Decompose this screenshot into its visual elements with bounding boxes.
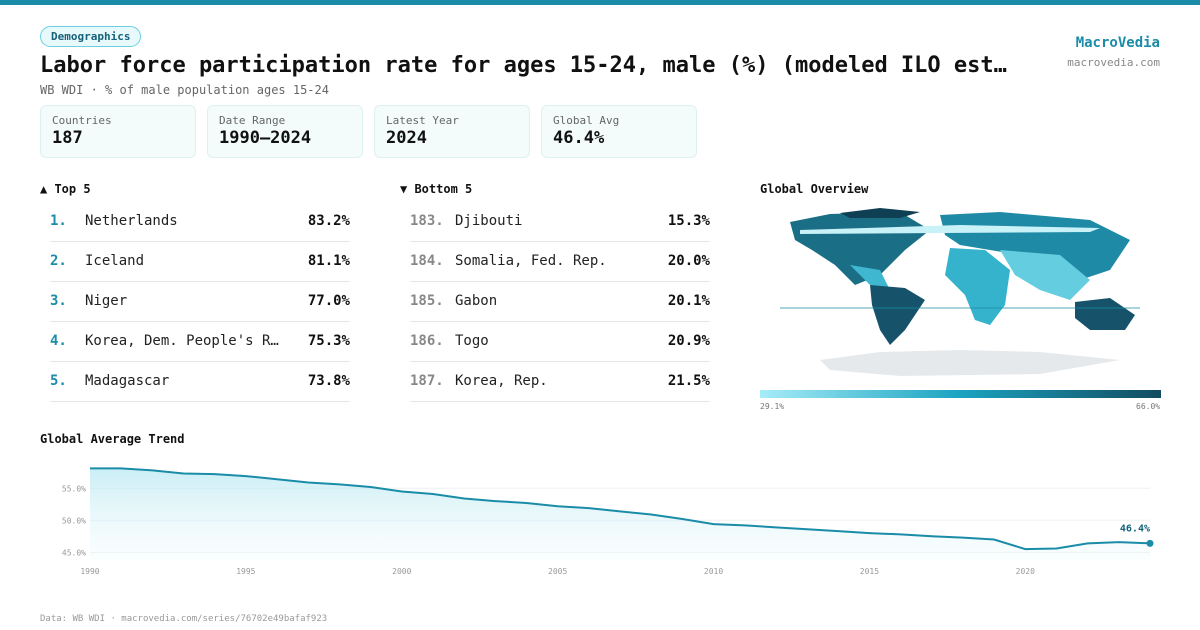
rank-row: 186. Togo 20.9% <box>410 321 710 362</box>
rank-row: 185. Gabon 20.1% <box>410 281 710 322</box>
rank: 2. <box>50 253 67 269</box>
scale-min: 29.1% <box>760 402 785 411</box>
x-tick-label: 2000 <box>392 567 411 576</box>
stat-value: 2024 <box>386 128 427 148</box>
row-value: 20.9% <box>667 333 710 349</box>
y-tick-label: 45.0% <box>62 548 86 557</box>
rank: 1. <box>50 213 67 229</box>
rank-row: 2. Iceland 81.1% <box>50 241 350 282</box>
color-scale <box>760 390 1161 398</box>
x-tick-label: 2010 <box>704 567 723 576</box>
row-value: 73.8% <box>307 373 350 389</box>
stat-card: Latest Year 2024 <box>374 105 530 158</box>
rank: 186. <box>410 333 444 349</box>
rank: 185. <box>410 293 444 309</box>
rank-row: 3. Niger 77.0% <box>50 281 350 322</box>
footer: Data: WB WDI · macrovedia.com/series/767… <box>40 614 328 624</box>
country-name: Niger <box>85 293 128 309</box>
x-tick-label: 1990 <box>80 567 99 576</box>
rank: 4. <box>50 333 67 349</box>
stat-label: Global Avg <box>553 114 620 127</box>
x-tick-label: 2015 <box>860 567 879 576</box>
rank: 187. <box>410 373 444 389</box>
stat-label: Date Range <box>219 114 286 127</box>
stat-value: 187 <box>52 128 83 148</box>
row-value: 20.1% <box>667 293 710 309</box>
rank: 183. <box>410 213 444 229</box>
rank-row: 4. Korea, Dem. People's R… 75.3% <box>50 321 350 362</box>
row-value: 15.3% <box>667 213 710 229</box>
y-tick-label: 50.0% <box>62 516 86 525</box>
value-label: 46.4% <box>1120 523 1150 534</box>
row-value: 83.2% <box>307 213 350 229</box>
world-map <box>780 208 1140 376</box>
scale-max: 66.0% <box>1136 402 1161 411</box>
rank-row: 184. Somalia, Fed. Rep. 20.0% <box>410 241 710 282</box>
y-tick-label: 55.0% <box>62 484 86 493</box>
country-name: Netherlands <box>85 213 178 229</box>
rank: 184. <box>410 253 444 269</box>
brand: MacroVedia <box>1075 35 1160 51</box>
country-name: Gabon <box>455 293 498 309</box>
category-tag: Demographics <box>40 26 142 47</box>
country-name: Somalia, Fed. Rep. <box>455 253 607 269</box>
chart-title: Global Average Trend <box>40 432 185 446</box>
rank: 5. <box>50 373 67 389</box>
stat-value: 46.4% <box>553 128 605 148</box>
row-value: 20.0% <box>667 253 710 269</box>
rank-row: 183. Djibouti 15.3% <box>410 201 710 242</box>
rank-row: 5. Madagascar 73.8% <box>50 361 350 402</box>
bottom-title: ▼ Bottom 5 <box>400 182 473 196</box>
rank-row: 1. Netherlands 83.2% <box>50 201 350 242</box>
stat-card: Date Range 1990–2024 <box>207 105 363 158</box>
stat-value: 1990–2024 <box>219 128 312 148</box>
map-title: Global Overview <box>760 182 869 196</box>
country-name: Togo <box>455 333 489 349</box>
stat-card: Global Avg 46.4% <box>541 105 697 158</box>
page-title: Labor force participation rate for ages … <box>40 53 1007 78</box>
rank: 3. <box>50 293 67 309</box>
country-name: Djibouti <box>455 213 523 229</box>
x-tick-label: 2005 <box>548 567 567 576</box>
country-name: Iceland <box>85 253 145 269</box>
top-title: ▲ Top 5 <box>40 182 91 196</box>
x-tick-label: 2020 <box>1016 567 1035 576</box>
end-point <box>1146 539 1154 547</box>
stat-card: Countries 187 <box>40 105 196 158</box>
top-bar <box>0 0 1200 5</box>
row-value: 81.1% <box>307 253 350 269</box>
row-value: 77.0% <box>307 293 350 309</box>
stat-label: Countries <box>52 114 112 127</box>
line <box>90 467 1151 551</box>
row-value: 21.5% <box>667 373 710 389</box>
subtitle: WB WDI · % of male population ages 15-24 <box>40 83 329 97</box>
site: macrovedia.com <box>1067 56 1160 69</box>
area <box>90 468 1150 560</box>
rank-row: 187. Korea, Rep. 21.5% <box>410 361 710 402</box>
country-name: Madagascar <box>85 373 170 389</box>
x-tick-label: 1995 <box>236 567 255 576</box>
country-name: Korea, Dem. People's R… <box>85 333 279 349</box>
row-value: 75.3% <box>307 333 350 349</box>
stat-label: Latest Year <box>386 114 459 127</box>
country-name: Korea, Rep. <box>455 373 548 389</box>
